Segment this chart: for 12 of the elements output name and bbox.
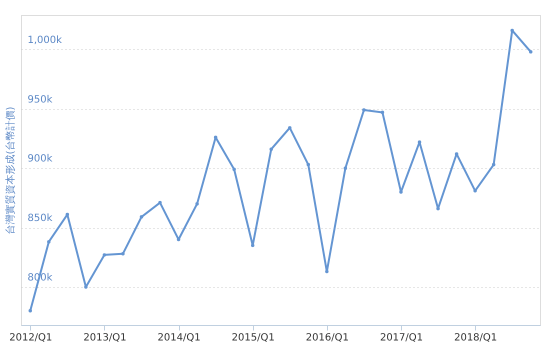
y-tick-label: 850k <box>28 213 53 224</box>
x-tick-label: 2016/Q1 <box>306 332 349 344</box>
x-tick-label: 2018/Q1 <box>454 332 498 344</box>
y-tick-label: 900k <box>28 154 53 165</box>
x-tick-label: 2015/Q1 <box>232 332 275 344</box>
y-tick-label: 1,000k <box>28 34 62 46</box>
x-tick-label: 2017/Q1 <box>380 332 424 344</box>
y-tick-label: 950k <box>28 94 53 106</box>
x-tick-label: 2013/Q1 <box>83 332 126 344</box>
x-tick-label: 2014/Q1 <box>158 332 201 344</box>
x-tick-label: 2012/Q1 <box>9 332 52 344</box>
y-axis-title: 台灣實質資本形成(台幣計價) <box>4 106 16 234</box>
